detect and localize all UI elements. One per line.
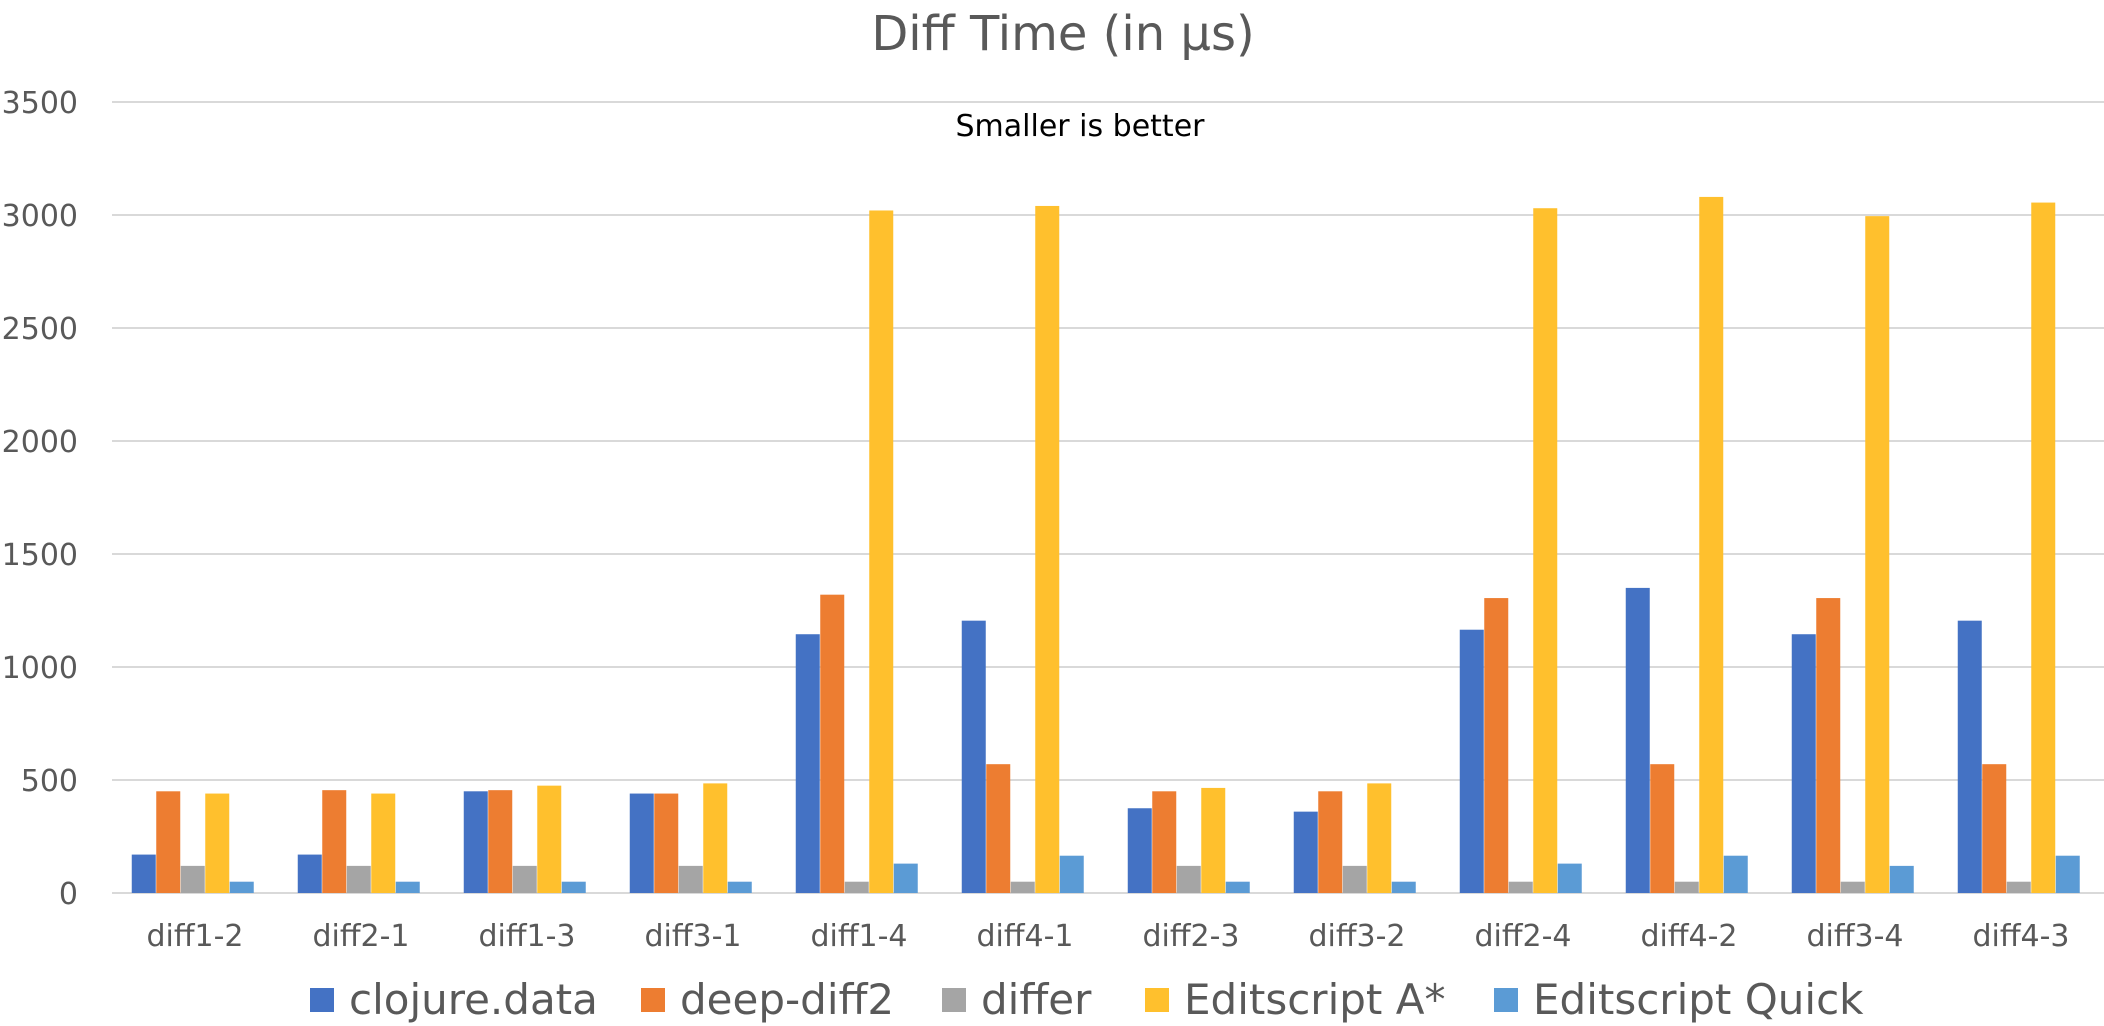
bar-diff4-3-deep-diff2 [1982,764,2007,893]
gridlines [112,101,2104,894]
bar-diff2-1-deep-diff2 [322,790,347,893]
bar-diff4-1-editscript-quick [1059,855,1084,893]
bar-diff2-4-differ [1508,881,1533,893]
y-tick-label: 1000 [2,651,78,686]
bar-diff4-2-differ [1674,881,1699,893]
bar-diff1-2-editscript-a- [205,793,230,893]
bar-diff3-1-editscript-a- [703,783,728,893]
bar-diff3-2-differ [1342,865,1367,893]
y-tick-label: 500 [21,764,78,799]
bar-diff4-3-differ [2006,881,2031,893]
bar-diff3-2-editscript-quick [1391,881,1416,893]
x-tick-label: diff4-1 [976,919,1073,954]
bar-diff2-1-editscript-a- [371,793,396,893]
legend-swatch [1145,988,1169,1012]
legend-swatch [942,988,966,1012]
bar-diff2-3-deep-diff2 [1152,791,1177,893]
bar-diff1-2-clojure-data [131,854,156,893]
chart-title: Diff Time (in μs) [871,6,1254,62]
y-axis-ticks: 0 500 1000 1500 2000 2500 3000 3500 [2,86,78,912]
y-tick-label: 3000 [2,199,78,234]
bar-diff3-1-deep-diff2 [654,793,679,893]
bar-diff3-1-editscript-quick [727,881,752,893]
bar-diff1-3-differ [512,865,537,893]
x-tick-label: diff1-3 [478,919,575,954]
bar-diff1-4-deep-diff2 [820,594,845,893]
x-tick-label: diff1-2 [146,919,243,954]
legend-swatch [1494,988,1518,1012]
bar-diff4-1-editscript-a- [1035,205,1060,893]
bar-diff4-1-differ [1010,881,1035,893]
x-tick-label: diff3-4 [1806,919,1903,954]
x-tick-label: diff3-1 [644,919,741,954]
bar-diff2-1-clojure-data [297,854,322,893]
bar-diff2-4-deep-diff2 [1484,598,1509,893]
bar-diff3-4-editscript-a- [1865,216,1890,893]
bar-diff1-2-editscript-quick [229,881,254,893]
bar-diff1-4-differ [844,881,869,893]
legend: clojure.data deep-diff2 differ Editscript A… [310,975,1864,1024]
x-tick-label: diff4-3 [1972,919,2069,954]
bar-diff3-4-clojure-data [1791,634,1816,893]
bar-diff4-1-deep-diff2 [986,764,1011,893]
y-tick-label: 0 [59,877,78,912]
bar-diff1-3-deep-diff2 [488,790,513,893]
legend-label: differ [981,975,1092,1024]
bar-diff4-2-deep-diff2 [1650,764,1675,893]
bar-diff4-2-editscript-quick [1723,855,1748,893]
bar-diff2-3-clojure-data [1127,808,1152,893]
bar-diff1-2-deep-diff2 [156,791,181,893]
bar-diff4-1-clojure-data [961,620,986,893]
x-tick-label: diff2-4 [1474,919,1571,954]
legend-label: clojure.data [349,975,598,1024]
bar-diff4-3-editscript-a- [2031,202,2056,893]
bar-diff1-3-clojure-data [463,791,488,893]
bar-diff2-3-editscript-a- [1201,787,1226,893]
bar-diff2-4-editscript-a- [1533,208,1558,894]
bar-diff4-3-clojure-data [1957,620,1982,893]
x-axis-ticks: diff1-2 diff2-1 diff1-3 diff3-1 diff1-4 diff4… [146,919,2069,954]
bar-diff1-4-editscript-a- [869,210,894,894]
x-tick-label: diff2-1 [312,919,409,954]
bar-diff2-4-editscript-quick [1557,863,1582,893]
x-tick-label: diff4-2 [1640,919,1737,954]
legend-label: deep-diff2 [680,975,894,1024]
bar-diff1-4-editscript-quick [893,863,918,893]
bar-diff2-3-editscript-quick [1225,881,1250,893]
bar-diff1-4-clojure-data [795,634,820,893]
bars [131,196,2080,894]
bar-diff2-1-differ [346,865,371,893]
bar-diff3-4-differ [1840,881,1865,893]
bar-diff3-1-clojure-data [629,793,654,893]
bar-diff4-2-editscript-a- [1699,196,1724,894]
y-tick-label: 2000 [2,425,78,460]
bar-diff3-4-editscript-quick [1889,865,1914,893]
bar-diff2-4-clojure-data [1459,629,1484,893]
bar-diff3-4-deep-diff2 [1816,598,1841,893]
bar-diff4-3-editscript-quick [2055,855,2080,893]
y-tick-label: 2500 [2,312,78,347]
bar-diff2-3-differ [1176,865,1201,893]
bar-diff3-2-deep-diff2 [1318,791,1343,893]
y-tick-label: 3500 [2,86,78,121]
bar-diff3-1-differ [678,865,703,893]
legend-label: Editscript A* [1184,975,1445,1024]
x-tick-label: diff2-3 [1142,919,1239,954]
bar-diff3-2-clojure-data [1293,811,1318,893]
bar-diff2-1-editscript-quick [395,881,420,893]
legend-swatch [310,988,334,1012]
x-tick-label: diff1-4 [810,919,907,954]
bar-diff1-3-editscript-quick [561,881,586,893]
bar-diff4-2-clojure-data [1625,587,1650,893]
bar-diff1-3-editscript-a- [537,785,562,893]
bar-diff3-2-editscript-a- [1367,783,1392,893]
legend-swatch [641,988,665,1012]
bar-diff1-2-differ [180,865,205,893]
x-tick-label: diff3-2 [1308,919,1405,954]
chart-subtitle: Smaller is better [956,109,1206,144]
y-tick-label: 1500 [2,538,78,573]
legend-label: Editscript Quick [1533,975,1864,1024]
